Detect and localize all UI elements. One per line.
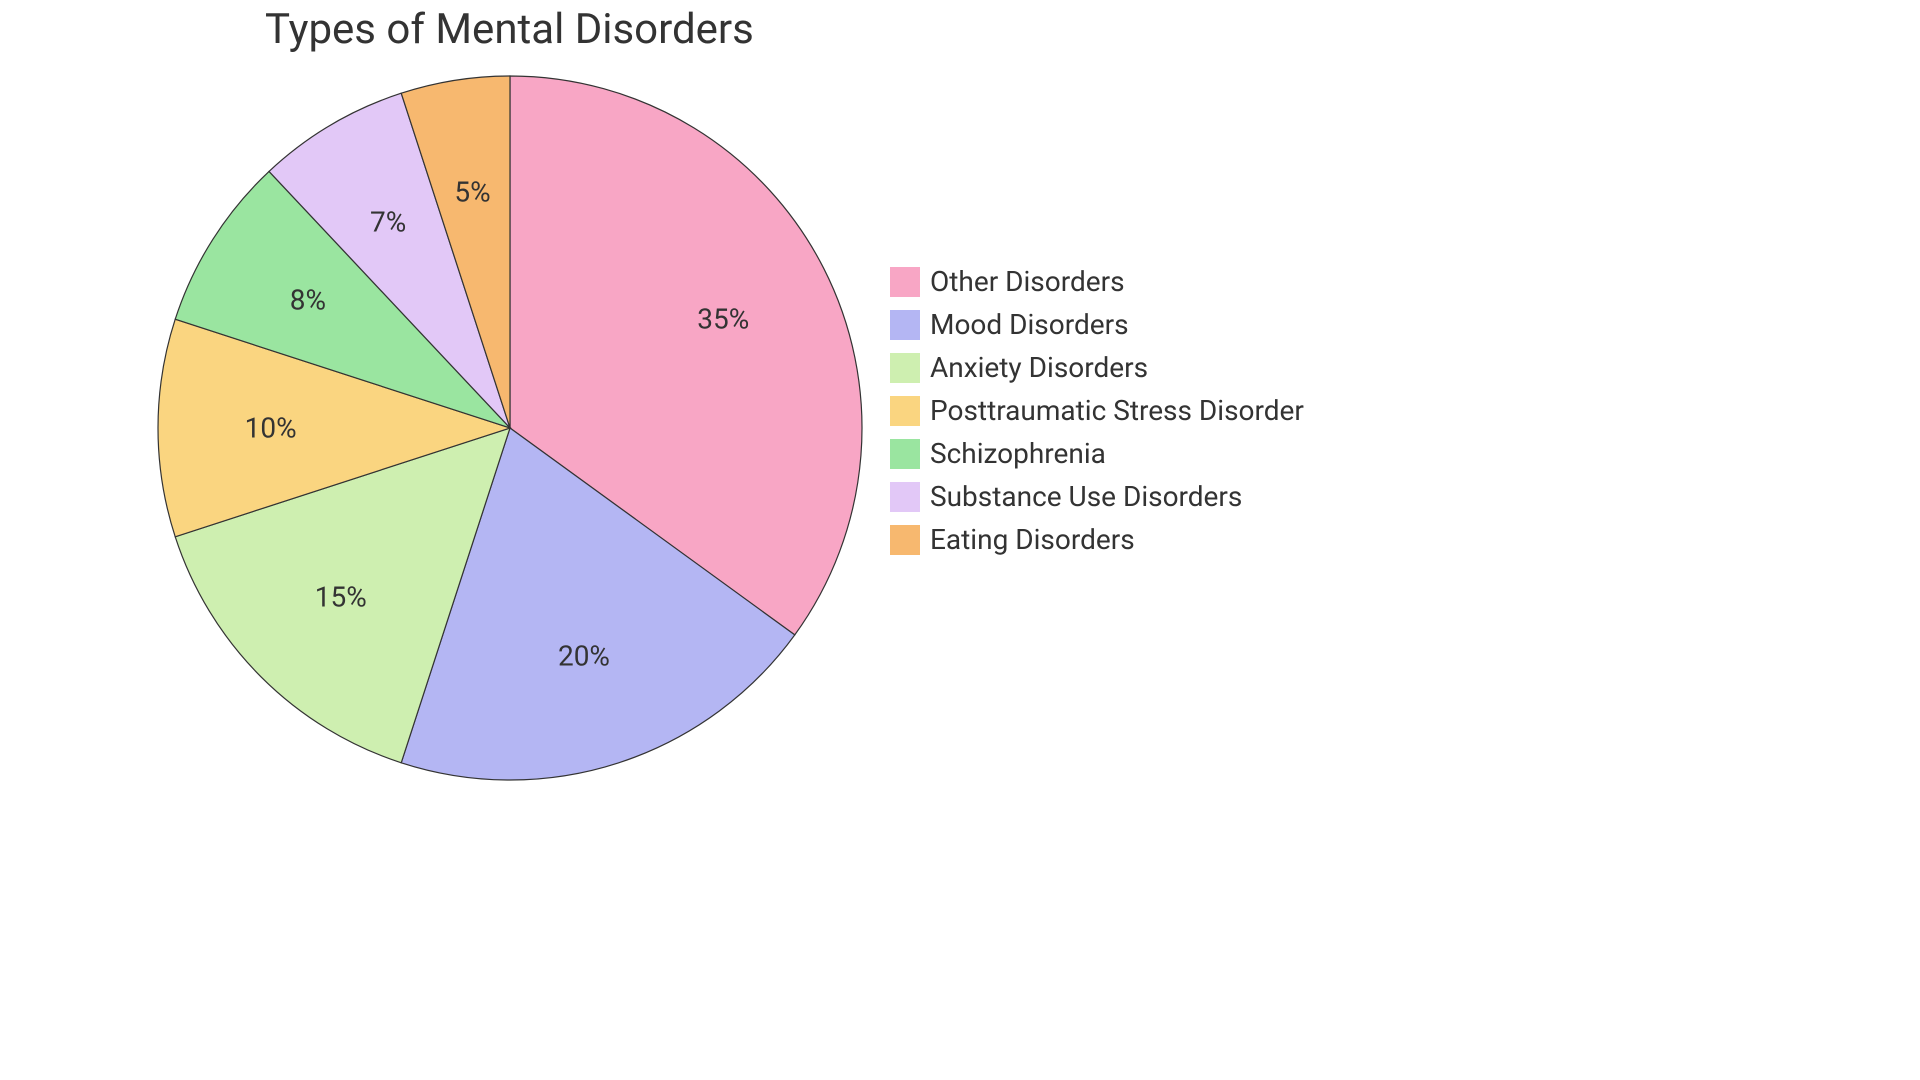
slice-label: 20% xyxy=(558,639,610,672)
legend-label: Eating Disorders xyxy=(930,523,1135,556)
slice-label: 10% xyxy=(245,412,297,445)
slice-label: 15% xyxy=(315,581,367,614)
legend-swatch xyxy=(890,267,920,297)
legend-label: Posttraumatic Stress Disorder xyxy=(930,394,1304,427)
legend-item: Other Disorders xyxy=(890,265,1304,298)
legend-label: Other Disorders xyxy=(930,265,1125,298)
legend-swatch xyxy=(890,525,920,555)
slice-label: 7% xyxy=(370,205,406,238)
legend-item: Schizophrenia xyxy=(890,437,1304,470)
legend-item: Anxiety Disorders xyxy=(890,351,1304,384)
legend-label: Mood Disorders xyxy=(930,308,1129,341)
slice-label: 35% xyxy=(697,303,749,336)
legend-swatch xyxy=(890,310,920,340)
legend-swatch xyxy=(890,353,920,383)
legend-item: Eating Disorders xyxy=(890,523,1304,556)
legend: Other Disorders Mood Disorders Anxiety Dis… xyxy=(890,265,1304,566)
legend-label: Schizophrenia xyxy=(930,437,1106,470)
slice-label: 5% xyxy=(454,175,490,208)
legend-item: Mood Disorders xyxy=(890,308,1304,341)
legend-label: Anxiety Disorders xyxy=(930,351,1148,384)
legend-swatch xyxy=(890,439,920,469)
slice-label: 8% xyxy=(290,283,326,316)
legend-item: Posttraumatic Stress Disorder xyxy=(890,394,1304,427)
legend-item: Substance Use Disorders xyxy=(890,480,1304,513)
chart-container: Types of Mental Disorders 35%20%15%10%8%… xyxy=(0,0,1920,1080)
legend-label: Substance Use Disorders xyxy=(930,480,1242,513)
legend-swatch xyxy=(890,396,920,426)
legend-swatch xyxy=(890,482,920,512)
